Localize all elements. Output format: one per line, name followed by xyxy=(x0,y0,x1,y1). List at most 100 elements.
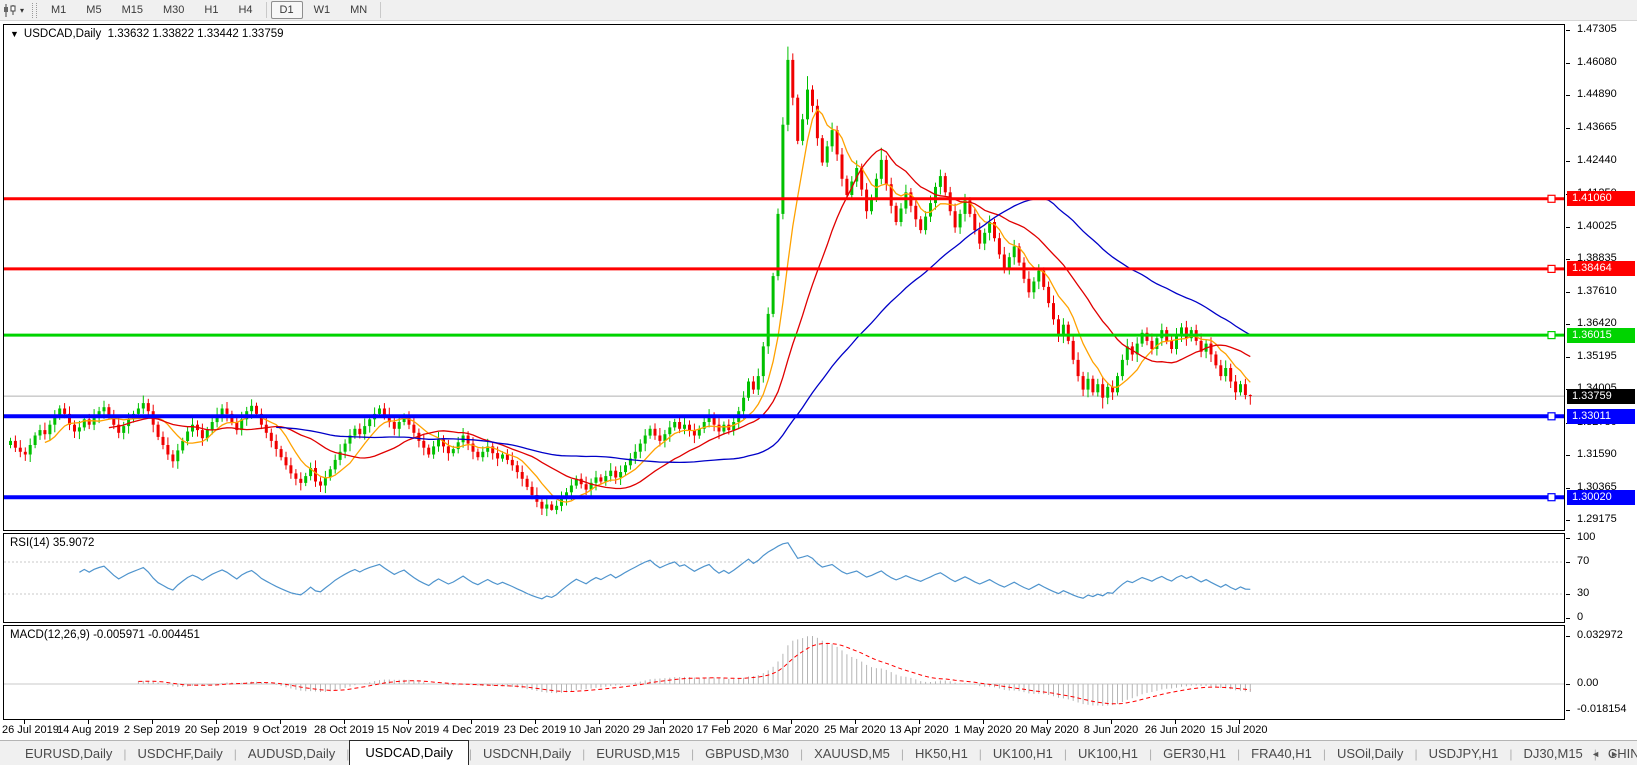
axis-tick-mark xyxy=(1566,594,1570,595)
price-badge-1.30020: 1.30020 xyxy=(1567,490,1635,505)
price-badge-1.38464: 1.38464 xyxy=(1567,261,1635,276)
axis-tick-mark xyxy=(1566,292,1570,293)
macd-histogram xyxy=(137,636,1251,706)
date-label: 10 Jan 2020 xyxy=(568,724,630,736)
chart-tab-usoil-daily[interactable]: USOil,Daily xyxy=(1336,746,1404,761)
axis-tick-mark xyxy=(1566,227,1570,228)
timeframe-button-w1[interactable]: W1 xyxy=(313,4,331,16)
chart-tab-china300-h4[interactable]: CHINA300,H4 xyxy=(1607,746,1637,761)
macd-indicator-pane[interactable]: MACD(12,26,9) -0.005971 -0.004451 xyxy=(3,625,1565,720)
timeframe-button-m15[interactable]: M15 xyxy=(121,4,143,16)
tab-scroll-left-icon[interactable]: ◄ xyxy=(1591,749,1611,759)
chart-tab-eurusd-daily[interactable]: EURUSD,Daily xyxy=(25,746,113,761)
ma-fast-line xyxy=(44,108,1251,503)
axis-tick-mark xyxy=(1566,562,1570,563)
date-label: 8 Jun 2020 xyxy=(1083,724,1139,736)
date-label: 28 Oct 2019 xyxy=(314,724,374,736)
rsi-tick-label: 0 xyxy=(1577,611,1584,623)
axis-tick-mark xyxy=(1566,324,1570,325)
timeframe-toolbar: M1 M5 M15 M30 H1 H4 D1 W1 MN xyxy=(41,1,384,19)
axis-tick-mark xyxy=(1566,357,1570,358)
chart-tab-gbpusd-m30[interactable]: GBPUSD,M30 xyxy=(705,746,789,761)
price-badge-1.33011: 1.33011 xyxy=(1567,409,1635,424)
chart-type-button[interactable]: ▾ xyxy=(0,0,28,21)
tab-separator: | xyxy=(1237,747,1241,761)
chart-tab-usdchf-daily[interactable]: USDCHF,Daily xyxy=(137,746,223,761)
rsi-plot[interactable] xyxy=(4,534,1564,622)
chart-window: ▼ USDCAD,Daily 1.33632 1.33822 1.33442 1.… xyxy=(0,21,1637,765)
rsi-tick-label: 100 xyxy=(1577,531,1596,543)
horizontal-level-lines[interactable] xyxy=(4,194,1564,502)
date-label: 17 Feb 2020 xyxy=(696,724,758,736)
date-tick-mark xyxy=(152,720,153,724)
price-badge-1.41060: 1.41060 xyxy=(1567,191,1635,206)
tab-separator: | xyxy=(123,747,127,761)
timeframe-button-m30[interactable]: M30 xyxy=(162,4,185,16)
chart-tab-audusd-daily[interactable]: AUDUSD,Daily xyxy=(247,746,336,761)
date-tick-mark xyxy=(791,720,792,724)
chart-tab-fra40-h1[interactable]: FRA40,H1 xyxy=(1251,746,1312,761)
tab-scroll-arrows[interactable]: ◄► xyxy=(1591,749,1629,759)
tab-separator: | xyxy=(1063,747,1068,761)
candlestick-chart[interactable] xyxy=(4,25,1564,530)
chart-title: ▼ USDCAD,Daily 1.33632 1.33822 1.33442 1.… xyxy=(10,28,284,40)
chart-tab-dj30-m15[interactable]: DJ30,M15 xyxy=(1523,746,1583,761)
timeframe-button-d1[interactable]: D1 xyxy=(270,1,303,19)
chart-tab-usdcnh-daily[interactable]: USDCNH,Daily xyxy=(482,746,572,761)
date-tick-mark xyxy=(663,720,664,724)
candlesticks xyxy=(9,46,1252,517)
chart-tab-xauusd-m5[interactable]: XAUUSD,M5 xyxy=(814,746,890,761)
date-tick-mark xyxy=(24,720,25,724)
chevron-down-icon: ▾ xyxy=(20,5,25,15)
date-label: 1 May 2020 xyxy=(954,724,1012,736)
price-tick-label: 1.37610 xyxy=(1577,285,1617,297)
chart-menu-arrow-icon: ▼ xyxy=(10,29,19,39)
rsi-tick-label: 70 xyxy=(1577,555,1590,567)
date-tick-mark xyxy=(599,720,600,724)
date-tick-mark xyxy=(855,720,856,724)
date-label: 9 Oct 2019 xyxy=(253,724,307,736)
date-label: 25 Mar 2020 xyxy=(824,724,886,736)
price-tick-label: 1.47305 xyxy=(1577,23,1617,35)
price-axis[interactable]: 1.473051.460801.448901.436651.424401.412… xyxy=(1566,21,1637,765)
ma-mid-line xyxy=(108,148,1251,490)
macd-plot[interactable] xyxy=(4,626,1564,719)
price-tick-label: 1.31590 xyxy=(1577,448,1617,460)
date-axis[interactable]: 26 Jul 2019 14 Aug 2019 2 Sep 2019 20 Sep 2… xyxy=(0,720,1566,740)
tab-separator: | xyxy=(799,747,804,761)
price-badge-1.36015: 1.36015 xyxy=(1567,328,1635,343)
tab-separator: | xyxy=(468,747,472,761)
chart-tab-ger30-h1[interactable]: GER30,H1 xyxy=(1163,746,1227,761)
ma-slow-line xyxy=(276,197,1251,464)
date-label: 15 Jul 2020 xyxy=(1210,724,1268,736)
price-tick-label: 1.40025 xyxy=(1577,220,1617,232)
date-label: 20 May 2020 xyxy=(1015,724,1079,736)
chart-tab-usdcad-daily[interactable]: USDCAD,Daily xyxy=(349,740,469,765)
timeframe-button-m1[interactable]: M1 xyxy=(51,4,67,16)
tab-scroll-right-icon[interactable]: ► xyxy=(1610,749,1629,759)
date-label: 23 Dec 2019 xyxy=(503,724,567,736)
price-chart-pane[interactable]: ▼ USDCAD,Daily 1.33632 1.33822 1.33442 1.… xyxy=(3,24,1565,531)
chart-tab-eurusd-m15[interactable]: EURUSD,M15 xyxy=(596,746,680,761)
timeframe-button-h4[interactable]: H4 xyxy=(238,4,253,16)
axis-tick-mark xyxy=(1566,128,1570,129)
price-tick-label: 1.35195 xyxy=(1577,350,1617,362)
candlestick-chart-icon xyxy=(3,3,17,17)
date-tick-mark xyxy=(983,720,984,724)
toolbar-grip[interactable] xyxy=(32,2,38,18)
chart-tab-uk100-h1[interactable]: UK100,H1 xyxy=(1078,746,1139,761)
timeframe-button-m5[interactable]: M5 xyxy=(86,4,102,16)
tab-separator: | xyxy=(1509,747,1513,761)
rsi-indicator-pane[interactable]: RSI(14) 35.9072 xyxy=(3,533,1565,623)
chart-tab-hk50-h1[interactable]: HK50,H1 xyxy=(915,746,968,761)
price-tick-label: 1.42440 xyxy=(1577,154,1617,166)
tab-separator: | xyxy=(1593,747,1597,761)
chart-tab-usdjpy-h1[interactable]: USDJPY,H1 xyxy=(1428,746,1499,761)
axis-tick-mark xyxy=(1566,95,1570,96)
chart-tab-uk100-h1[interactable]: UK100,H1 xyxy=(992,746,1053,761)
date-label: 6 Mar 2020 xyxy=(763,724,819,736)
axis-tick-mark xyxy=(1566,455,1570,456)
date-tick-mark xyxy=(1239,720,1240,724)
timeframe-button-mn[interactable]: MN xyxy=(350,4,368,16)
timeframe-button-h1[interactable]: H1 xyxy=(204,4,219,16)
